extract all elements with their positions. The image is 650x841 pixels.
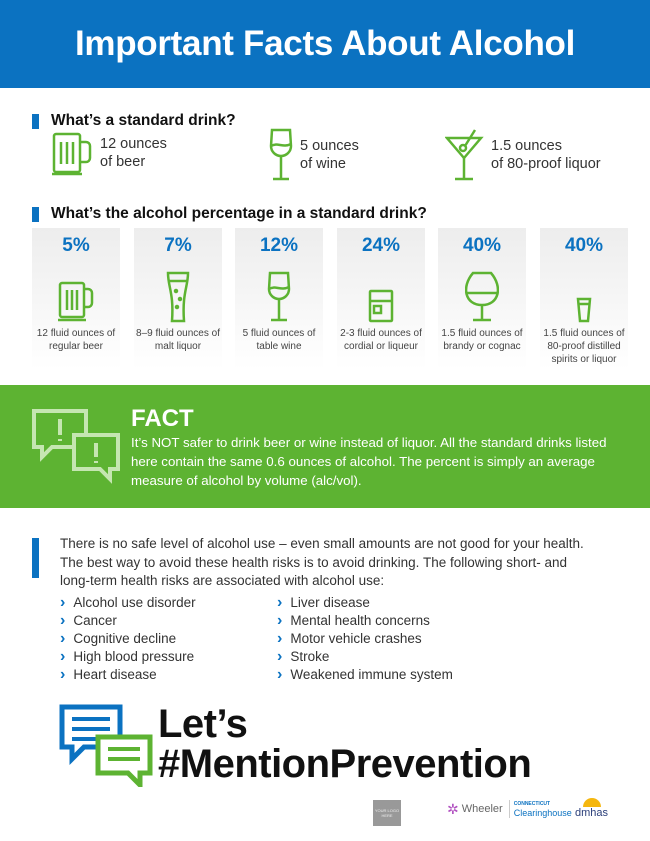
martini-glass-icon (445, 129, 484, 181)
standard-drink-beer: 12 ounces of beer (50, 128, 167, 178)
wine-glass-icon (269, 128, 293, 181)
wheeler-text: Wheeler (461, 803, 503, 815)
card-label: 1.5 fluid ounces of brandy or cognac (441, 328, 523, 352)
card-label: 8–9 fluid ounces of malt liquor (136, 328, 220, 352)
percent: 24% (361, 235, 401, 256)
brandy-snifter-icon (465, 271, 499, 322)
list-item: Heart disease (60, 666, 196, 684)
cta-line1: Let’s (158, 702, 248, 746)
list-item: Weakened immune system (277, 666, 453, 684)
drink-card: 12% 5 fluid ounces of table wine (235, 228, 323, 370)
shot-glass-icon (576, 297, 592, 323)
percent: 40% (462, 235, 502, 256)
percent: 5% (62, 235, 90, 256)
list-item: High blood pressure (60, 648, 196, 666)
list-item: Cognitive decline (60, 630, 196, 648)
wheeler-logo: ✲ Wheeler CONNECTICUT Clearinghouse (447, 800, 572, 818)
fact-title: FACT (131, 405, 194, 432)
wine-glass-icon (267, 271, 291, 322)
drink-type: of beer (100, 154, 146, 170)
list-item: Stroke (277, 648, 453, 666)
list-item: Motor vehicle crashes (277, 630, 453, 648)
drink-card: 24% 2-3 fluid ounces of cordial or liqueu… (337, 228, 425, 370)
drink-type: of wine (300, 156, 346, 172)
percent: 7% (164, 235, 192, 256)
chat-bubbles-icon (59, 704, 153, 787)
drink-amount: 5 ounces (300, 138, 359, 154)
page-title: Important Facts About Alcohol (74, 24, 576, 63)
standard-drink-liquor: 1.5 ounces of 80-proof liquor (445, 128, 601, 182)
fact-body: It’s NOT safer to drink beer or wine ins… (131, 435, 607, 488)
fact-banner: FACT It’s NOT safer to drink beer or win… (0, 385, 650, 508)
your-logo-placeholder: YOUR LOGO HERE (373, 800, 401, 826)
drink-card: 40% 1.5 fluid ounces of 80-proof distille… (540, 228, 628, 370)
rocks-glass-icon (368, 289, 394, 323)
risk-list-left: Alcohol use disorderCancerCognitive decl… (60, 594, 196, 684)
speech-bubbles-alert-icon (32, 409, 120, 484)
header-banner: Important Facts About Alcohol (0, 0, 650, 88)
standard-drink-heading: What’s a standard drink? (32, 112, 236, 130)
card-label: 12 fluid ounces of regular beer (36, 328, 116, 352)
heading-text: What’s the alcohol percentage in a stand… (51, 205, 427, 222)
wheeler-flower-icon: ✲ (447, 800, 459, 817)
drink-type: of 80-proof liquor (491, 156, 601, 172)
risk-list-right: Liver diseaseMental health concernsMotor… (277, 594, 453, 684)
list-item: Alcohol use disorder (60, 594, 195, 612)
drink-card: 40% 1.5 fluid ounces of brandy or cognac (438, 228, 526, 370)
clearinghouse-text: Clearinghouse (513, 808, 572, 818)
malt-liquor-glass-icon (166, 271, 190, 323)
drink-amount: 1.5 ounces (491, 138, 562, 154)
section-marker (32, 206, 39, 222)
list-item: Cancer (60, 612, 196, 630)
sun-icon (582, 798, 601, 807)
dmhas-logo: dmhas (575, 798, 608, 819)
section-marker (32, 113, 39, 129)
dmhas-text: dmhas (575, 807, 609, 819)
cta-hashtag: #MentionPrevention (158, 742, 532, 786)
percent: 12% (259, 235, 299, 256)
list-item: Liver disease (277, 594, 453, 612)
logo-placeholder: YOUR LOGO HERE (373, 800, 401, 826)
percentage-heading: What’s the alcohol percentage in a stand… (32, 205, 427, 223)
beer-mug-icon (52, 132, 92, 176)
beer-mug-icon (58, 281, 94, 322)
heading-text: What’s a standard drink? (51, 112, 236, 129)
percent: 40% (564, 235, 604, 256)
drink-card: 5% 12 fluid ounces of regular beer (32, 228, 120, 370)
health-risks-intro: There is no safe level of alcohol use – … (60, 536, 584, 588)
card-label: 5 fluid ounces of table wine (242, 328, 316, 352)
card-label: 2-3 fluid ounces of cordial or liqueur (340, 328, 422, 352)
drink-amount: 12 ounces (100, 136, 167, 152)
list-item: Mental health concerns (277, 612, 453, 630)
drink-card: 7% 8–9 fluid ounces of malt liquor (134, 228, 222, 370)
clearinghouse-top: CONNECTICUT (513, 801, 551, 807)
section-marker (32, 538, 39, 578)
card-label: 1.5 fluid ounces of 80-proof distilled s… (543, 328, 625, 365)
standard-drink-wine: 5 ounces of wine (268, 128, 359, 182)
